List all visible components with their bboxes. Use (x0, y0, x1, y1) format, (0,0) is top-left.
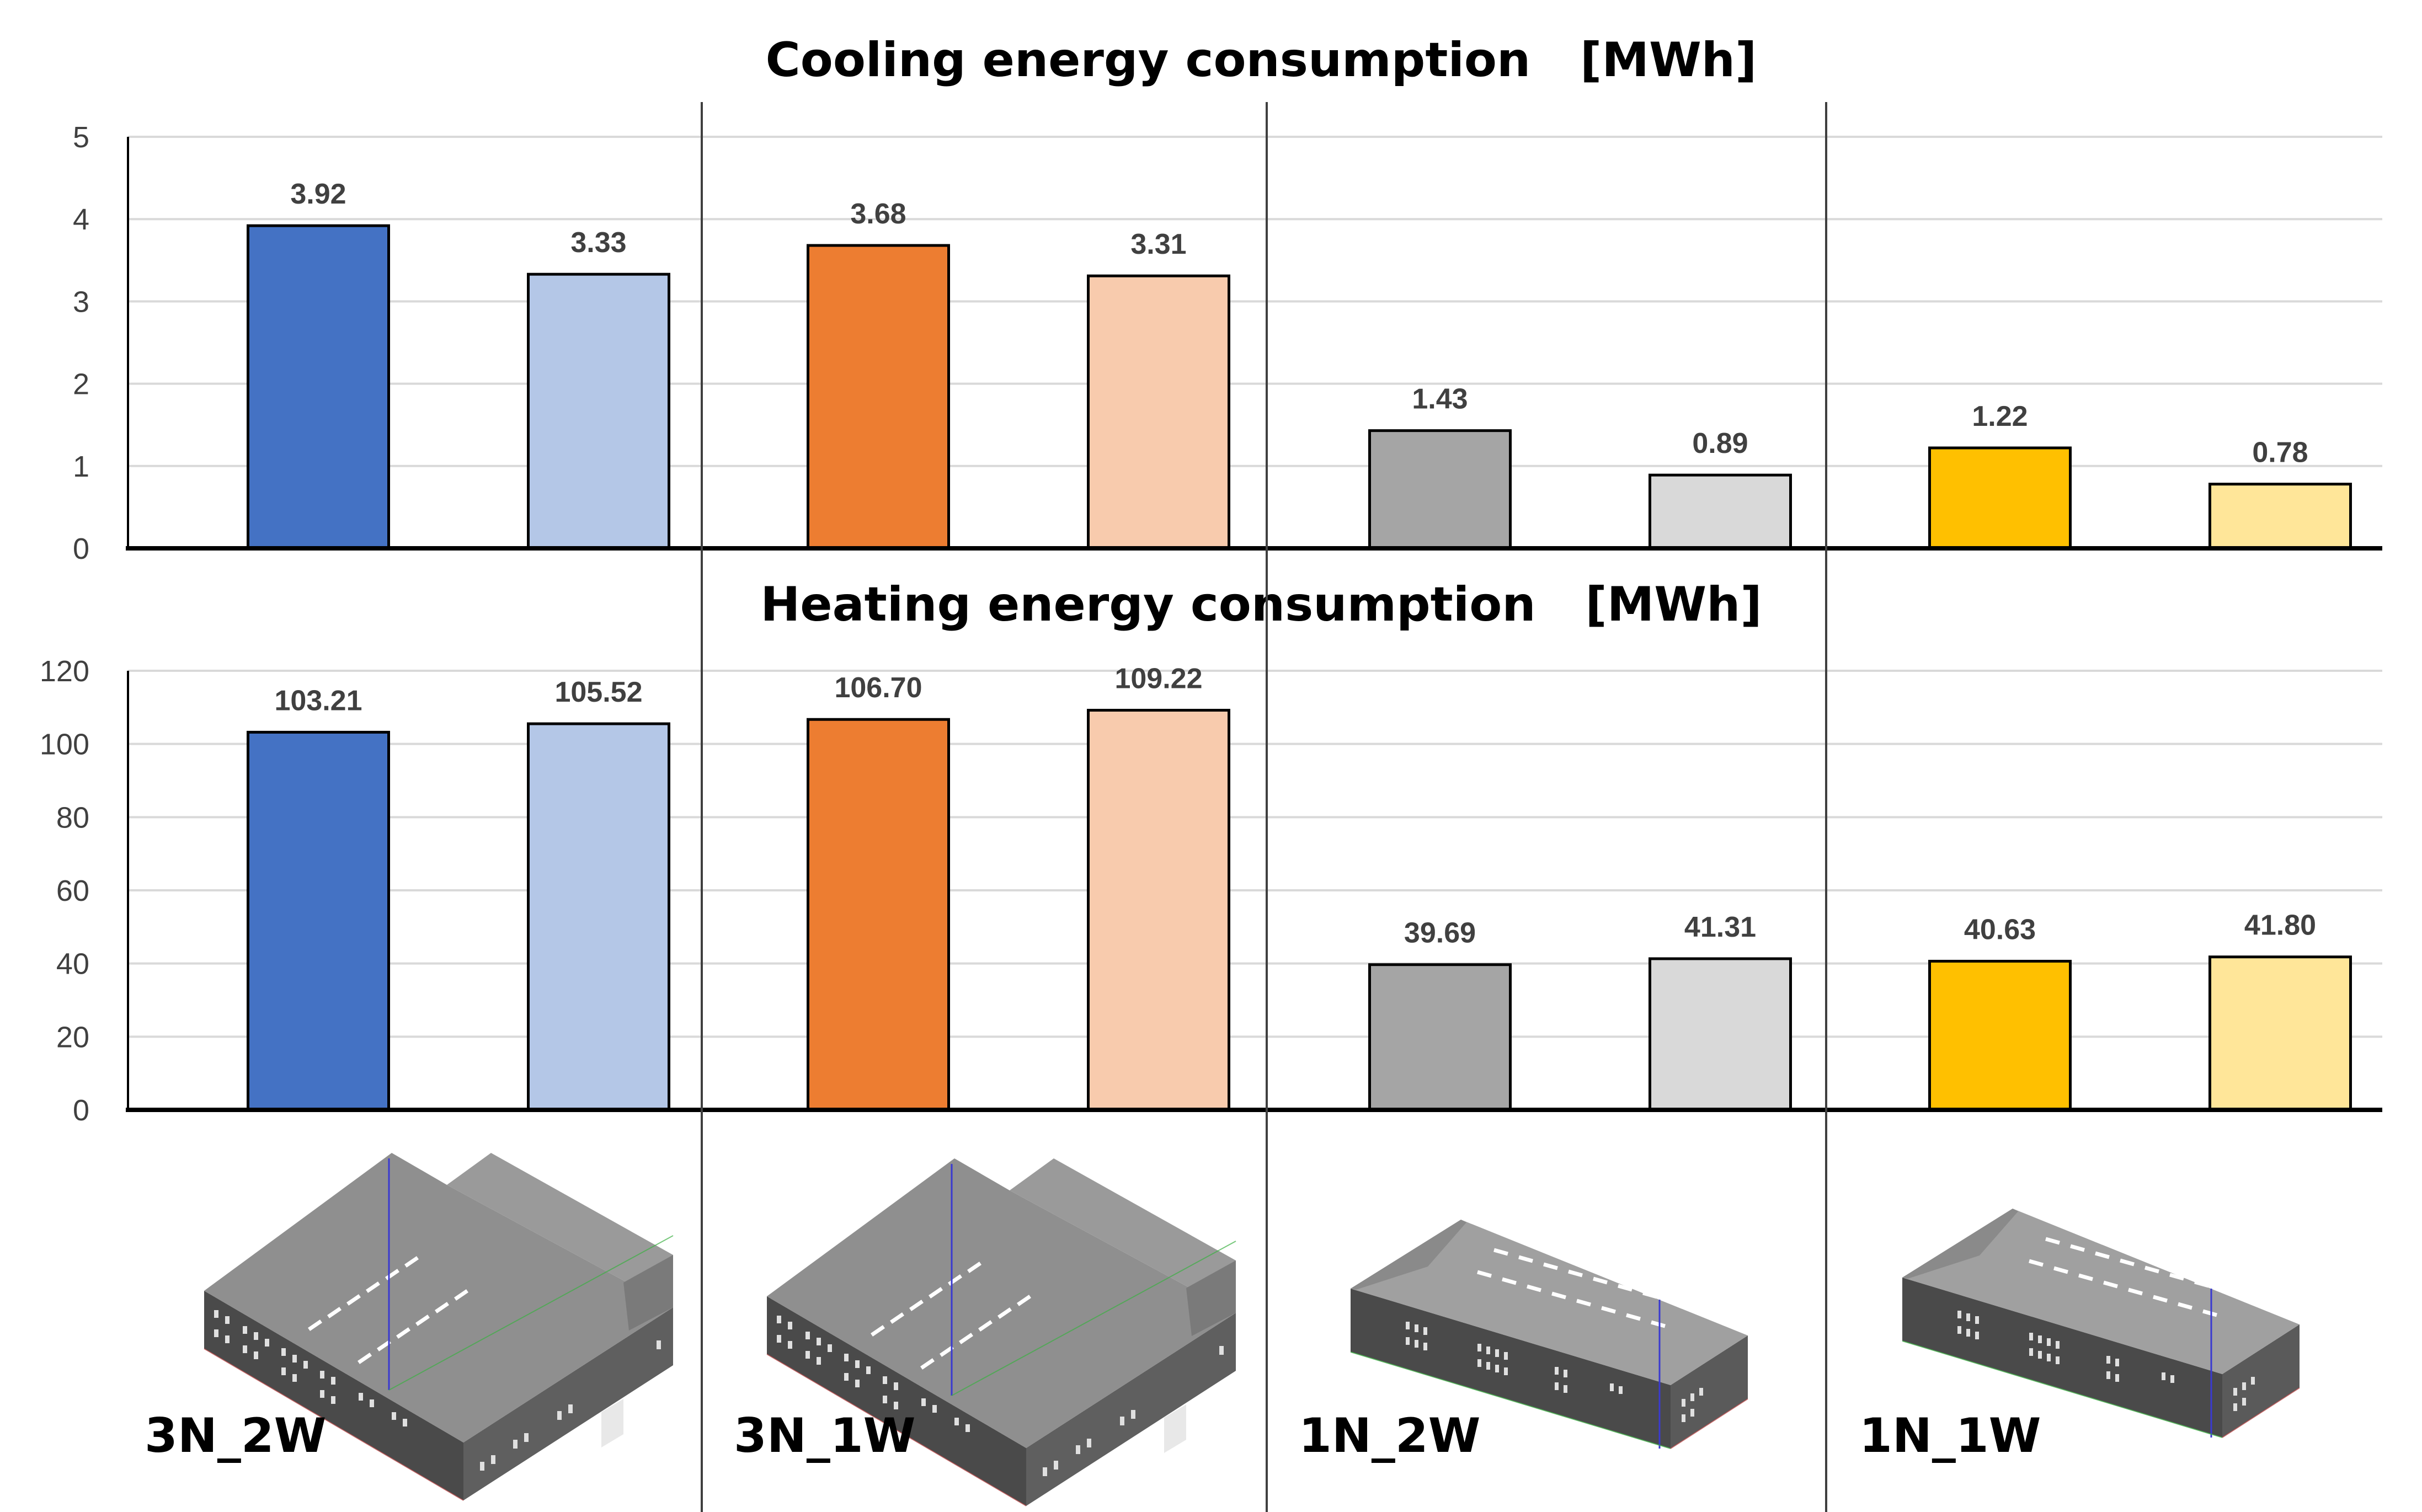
cooling-y-tick-label: 0 (73, 532, 89, 565)
heating-bar-3N_1W-b (1087, 709, 1230, 1112)
heating-bar-3N_2W-a (247, 730, 390, 1112)
cooling-y-tick-label: 1 (73, 450, 89, 483)
building-label-1N-1W: 1N_1W (1859, 1408, 2041, 1463)
cooling-bar-1N_2W-b (1649, 473, 1792, 550)
heating-bar-3N_1W-a (807, 718, 950, 1112)
heating-bar-1N_1W-a (1928, 959, 2072, 1112)
heating-chart: Heating energy consumption [MWh] 103.21 1… (40, 577, 2382, 1127)
group-dividers (701, 102, 1827, 1512)
building-1N-1W-illustration (1902, 1209, 2300, 1438)
heating-value-label: 106.70 (834, 672, 922, 704)
heating-value-labels: 103.21 105.52 106.70 109.22 39.69 41.31 40.63 4… (274, 663, 2316, 949)
cooling-value-label: 3.31 (1130, 228, 1186, 260)
heating-value-label: 40.63 (1964, 913, 2036, 945)
heating-value-label: 103.21 (274, 685, 362, 717)
heating-bar-1N_2W-a (1368, 963, 1512, 1112)
cooling-bar-1N_2W-a (1368, 429, 1512, 550)
cooling-y-tick-label: 3 (73, 285, 89, 318)
heating-value-label: 39.69 (1404, 917, 1476, 949)
heating-y-tick-label: 40 (56, 948, 89, 981)
cooling-y-axis-ticks: 0 1 2 3 4 5 (73, 121, 89, 565)
cooling-value-label: 3.33 (570, 227, 626, 259)
building-labels: 3N_2W 3N_1W 1N_2W 1N_1W (145, 1408, 2041, 1463)
cooling-bars (247, 224, 2352, 550)
heating-y-tick-label: 80 (56, 801, 89, 834)
heating-value-label: 109.22 (1114, 663, 1202, 695)
heating-y-tick-label: 60 (56, 874, 89, 907)
cooling-y-tick-label: 4 (73, 203, 89, 236)
cooling-bar-3N_2W-b (527, 273, 670, 550)
cooling-bar-3N_1W-b (1087, 274, 1230, 550)
building-label-3N-2W: 3N_2W (145, 1408, 327, 1463)
heating-y-tick-label: 20 (56, 1021, 89, 1054)
cooling-value-label: 0.78 (2252, 437, 2308, 469)
building-label-1N-2W: 1N_2W (1299, 1408, 1481, 1463)
heating-value-label: 41.31 (1684, 911, 1756, 943)
cooling-bar-1N_1W-b (2208, 483, 2352, 550)
cooling-value-label: 1.22 (1972, 400, 2028, 432)
heating-bar-3N_2W-b (527, 722, 670, 1112)
cooling-bar-3N_2W-a (247, 224, 390, 550)
heating-bars (247, 709, 2352, 1112)
cooling-value-label: 0.89 (1692, 428, 1748, 460)
heating-y-tick-label: 100 (40, 728, 89, 761)
cooling-value-labels: 3.92 3.33 3.68 3.31 1.43 0.89 1.22 0.78 (290, 178, 2308, 468)
heating-y-tick-label: 0 (73, 1094, 89, 1127)
cooling-gridlines (128, 136, 2382, 467)
cooling-value-label: 1.43 (1412, 383, 1468, 415)
building-label-3N-1W: 3N_1W (734, 1408, 916, 1463)
cooling-chart: Cooling energy consumption [MWh] 3.92 3.3… (73, 33, 2382, 565)
heating-value-label: 105.52 (554, 676, 642, 708)
cooling-bar-3N_1W-a (807, 244, 950, 550)
cooling-value-label: 3.68 (850, 198, 906, 230)
cooling-bar-1N_1W-a (1928, 446, 2072, 550)
heating-y-tick-label: 120 (40, 655, 89, 688)
heating-value-label: 41.80 (2244, 910, 2316, 942)
heating-bar-1N_1W-b (2208, 955, 2352, 1112)
cooling-y-tick-label: 2 (73, 368, 89, 401)
cooling-y-tick-label: 5 (73, 121, 89, 154)
heating-y-axis-ticks: 0 20 40 60 80 100 120 (40, 655, 89, 1127)
heating-bar-1N_2W-b (1649, 957, 1792, 1112)
heating-chart-title: Heating energy consumption [MWh] (760, 577, 1762, 632)
cooling-value-label: 3.92 (290, 178, 346, 210)
cooling-chart-title: Cooling energy consumption [MWh] (766, 33, 1757, 88)
